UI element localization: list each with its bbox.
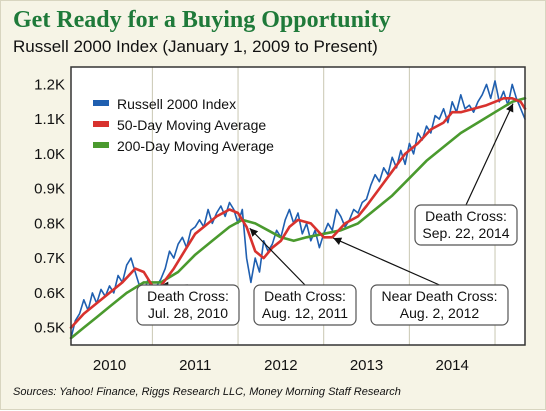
y-tick-label: 0.6K — [34, 285, 65, 302]
200-day-ma-line — [69, 97, 527, 340]
annotation-text: Aug. 12, 2011 — [262, 305, 348, 321]
legend-label: 200-Day Moving Average — [117, 138, 274, 154]
legend: Russell 2000 Index 50-Day Moving Average 2… — [93, 96, 274, 154]
x-tick-label: 2011 — [179, 357, 211, 374]
legend-swatch — [93, 100, 109, 106]
annotation-arrowhead — [333, 237, 343, 245]
y-tick-label: 1.1K — [34, 111, 65, 128]
annotation-box — [253, 284, 357, 326]
x-tick-label: 2012 — [264, 357, 297, 374]
annotation-text: Jul. 28, 2010 — [148, 305, 228, 321]
y-tick-label: 1.0K — [34, 146, 65, 163]
annotation-text: Death Cross: — [425, 208, 507, 224]
annotation-arrow-line — [249, 227, 306, 286]
annotation-text: Sep. 22, 2014 — [422, 225, 509, 241]
x-tick-label: 2013 — [350, 357, 383, 374]
annotation-arrow-line — [332, 237, 440, 286]
source-note: Sources: Yahoo! Finance, Riggs Research … — [13, 386, 401, 398]
axes: 2010 2011 2012 2013 2014 0.5K 0.6K 0.7K 0.8K 0.9K… — [34, 66, 526, 374]
legend-swatch — [93, 121, 109, 127]
legend-swatch — [93, 142, 109, 148]
legend-label: Russell 2000 Index — [117, 96, 236, 112]
annotation-box — [370, 284, 509, 326]
plot-border — [70, 66, 526, 346]
annotation-text: Death Cross: — [147, 288, 229, 304]
y-tick-label: 1.2K — [34, 76, 65, 93]
annotation-text: Aug. 2, 2012 — [400, 305, 480, 321]
y-tick-label: 0.9K — [34, 181, 65, 198]
chart-title: Get Ready for a Buying Opportunity — [13, 7, 391, 33]
annotation-text: Death Cross: — [264, 288, 346, 304]
annotation-arrow-line — [465, 103, 514, 206]
annotation-arrowhead — [506, 103, 514, 113]
annotation-box — [136, 284, 240, 326]
annotation-text: Near Death Cross: — [382, 288, 498, 304]
y-tick-label: 0.8K — [34, 215, 65, 232]
x-tick-label: 2010 — [93, 357, 126, 374]
legend-label: 50-Day Moving Average — [117, 117, 266, 133]
y-tick-label: 0.5K — [34, 320, 65, 337]
chart-subtitle: Russell 2000 Index (January 1, 2009 to P… — [13, 37, 378, 56]
annotation-box — [414, 204, 518, 246]
annotation-arrowhead — [249, 228, 259, 237]
x-tick-label: 2014 — [436, 357, 469, 374]
y-tick-label: 0.7K — [34, 250, 65, 267]
